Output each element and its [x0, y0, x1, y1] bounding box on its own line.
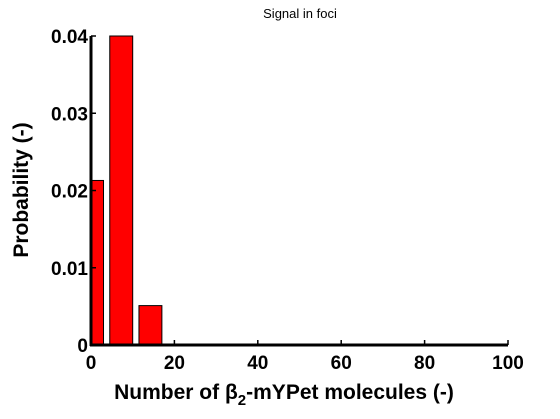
y-tick-label-0: 0: [77, 336, 88, 357]
x-tick-label-4: 80: [414, 353, 435, 374]
y-axis-label: Probability (-): [10, 122, 33, 257]
x-tick-label-0: 0: [86, 353, 97, 374]
bars-group: [90, 35, 163, 346]
x-axis-label-suffix: -mYPet molecules (-): [246, 381, 454, 404]
x-axis-label-symbol: β: [225, 381, 238, 404]
histogram-bar-1: [90, 179, 105, 346]
x-tick-label-5: 100: [492, 353, 524, 374]
x-axis-label-prefix: Number of: [114, 381, 225, 404]
x-axis-label: Number of β2-mYPet molecules (-): [114, 381, 454, 409]
chart-title: Signal in foci: [263, 6, 337, 21]
y-tick-label-2: 0.02: [51, 182, 88, 203]
histogram-bar-3: [138, 305, 163, 346]
x-tick-label-3: 60: [331, 353, 352, 374]
x-tick-label-2: 40: [247, 353, 268, 374]
x-axis-label-subscript: 2: [238, 392, 246, 409]
axes-group: [89, 36, 508, 347]
x-tick-label-1: 20: [164, 353, 185, 374]
x-ticks-group: 0 20 40 60 80 100: [86, 340, 524, 374]
y-tick-label-3: 0.03: [51, 104, 88, 125]
y-tick-label-4: 0.04: [51, 27, 88, 48]
y-tick-label-1: 0.01: [51, 259, 88, 280]
histogram-bar-2: [109, 35, 134, 346]
y-ticks-group: 0 0.01 0.02 0.03 0.04: [51, 27, 96, 357]
